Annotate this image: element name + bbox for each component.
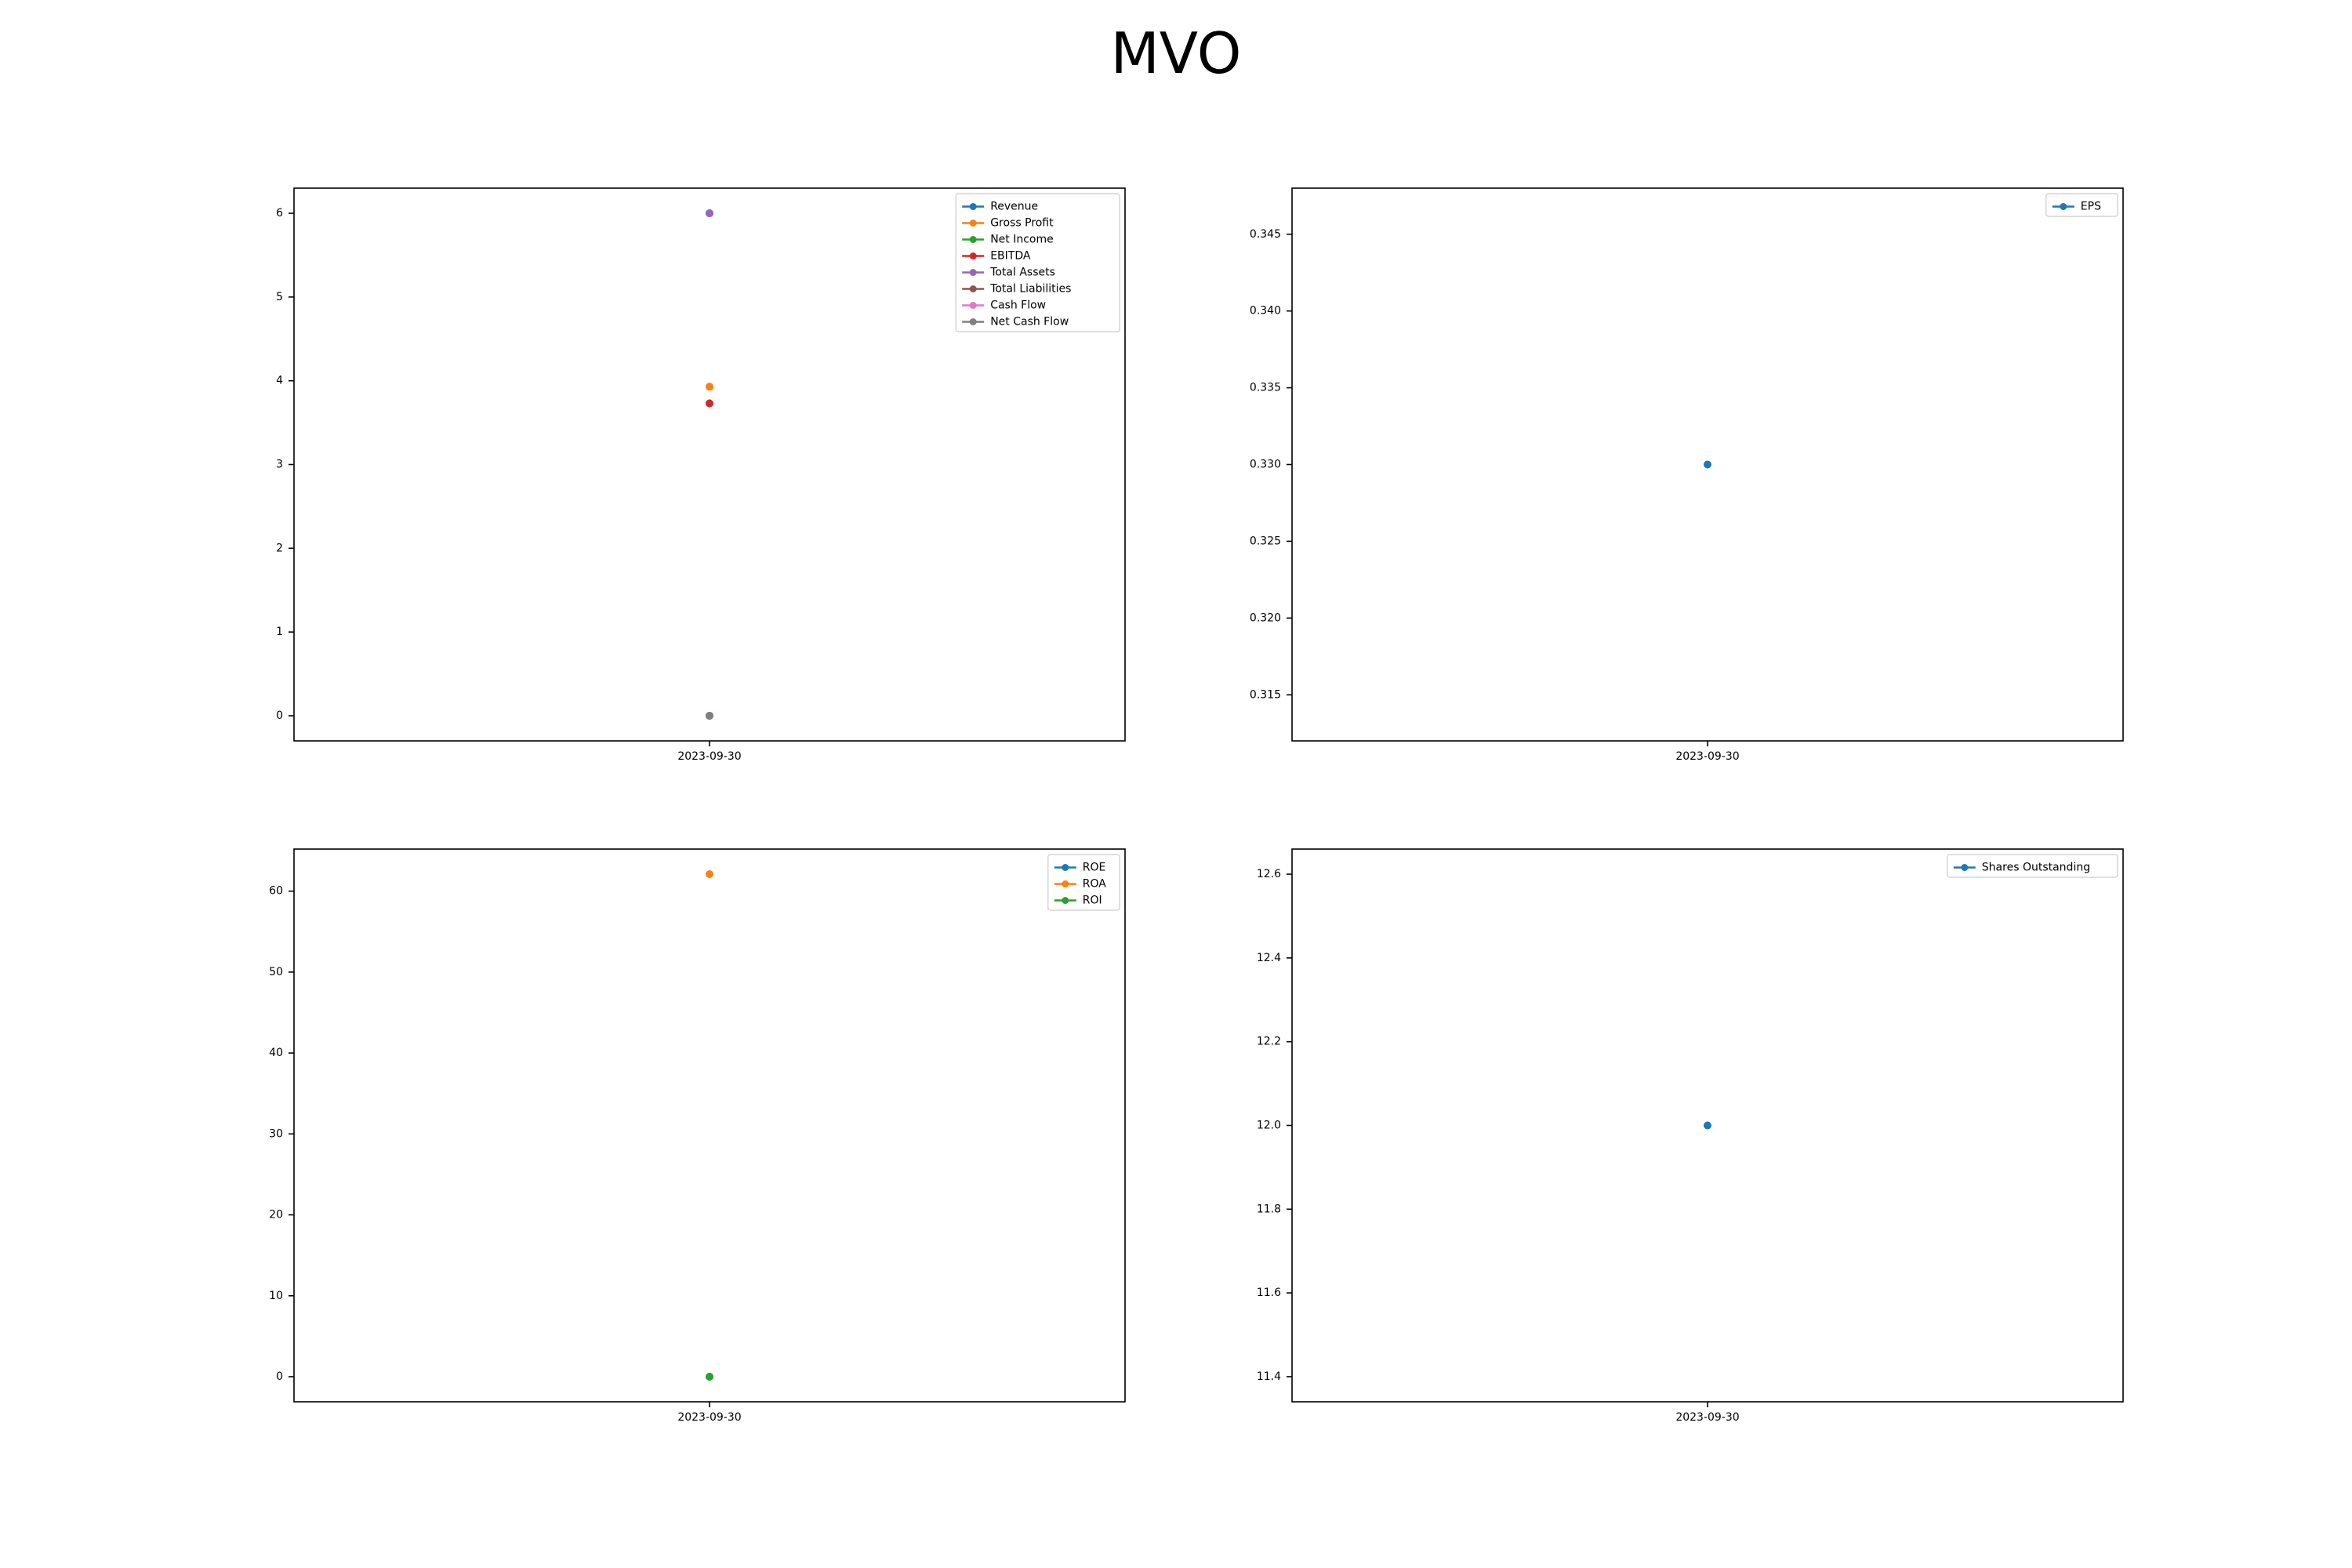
chart-panel-eps: 0.315 0.320 0.325 0.330 0.335 0.340 0.345 2023-… <box>1250 187 2124 763</box>
legend-marker-swatch <box>969 252 977 260</box>
y-tick-label: 0.335 <box>1250 382 1281 394</box>
legend: ROE ROA ROI <box>1047 854 1120 911</box>
legend-label: Total Assets <box>989 267 1055 279</box>
y-tick-label: 11.6 <box>1257 1287 1281 1299</box>
y-tick-label: 60 <box>269 885 283 898</box>
legend-item-net-cash-flow: Net Cash Flow <box>962 316 1069 328</box>
chart-panel-shares: 11.4 11.6 11.8 12.0 12.2 12.4 12.6 2023-09-30 Sh… <box>1257 848 2124 1424</box>
y-tick-label: 0.325 <box>1250 535 1281 547</box>
data-point-ebitda <box>706 399 713 408</box>
legend-label: EPS <box>2081 201 2101 213</box>
legend-box <box>2045 193 2118 217</box>
x-tick-label: 2023-09-30 <box>1675 750 1739 763</box>
y-tick-label: 0.345 <box>1250 228 1281 241</box>
legend-marker-swatch <box>969 285 977 292</box>
data-point-roi <box>706 1373 713 1381</box>
legend-label: EBITDA <box>990 250 1031 263</box>
legend-marker-swatch <box>969 269 977 276</box>
legend-marker-swatch <box>969 302 977 309</box>
legend-label: Cash Flow <box>990 299 1046 312</box>
legend-item-ebitda: EBITDA <box>962 250 1031 263</box>
x-tick-label: 2023-09-30 <box>1675 1411 1739 1424</box>
legend-label: Shares Outstanding <box>1982 862 2090 874</box>
legend-marker-swatch <box>969 318 977 325</box>
y-tick-label: 12.0 <box>1257 1120 1281 1132</box>
legend-label: Revenue <box>990 201 1038 213</box>
y-tick-label: 11.4 <box>1257 1370 1281 1383</box>
legend-marker-swatch <box>969 220 977 227</box>
legend-label: ROI <box>1083 895 1102 907</box>
legend-marker-swatch <box>1961 864 1969 871</box>
legend: Revenue Gross Profit Net Income EBITDA Total… <box>955 193 1120 332</box>
y-tick-label: 6 <box>276 207 283 220</box>
y-tick-label: 50 <box>269 966 283 978</box>
legend-item-shares-outstanding: Shares Outstanding <box>1953 862 2090 874</box>
legend-item-total-assets: Total Assets <box>962 267 1055 279</box>
data-point-eps <box>1704 460 1711 469</box>
legend-box <box>1947 854 2118 878</box>
legend-marker-swatch <box>969 203 977 210</box>
legend-label: ROE <box>1083 862 1106 874</box>
chart-panel-returns: 0 10 20 30 40 50 60 2023-09-30 ROE ROA ROI <box>269 848 1126 1424</box>
legend-item-roe: ROE <box>1054 862 1106 874</box>
y-tick-label: 11.8 <box>1257 1203 1281 1215</box>
legend-label: Net Cash Flow <box>990 316 1069 328</box>
legend-item-roa: ROA <box>1054 878 1107 891</box>
x-tick-label: 2023-09-30 <box>677 1411 741 1424</box>
axes-frame <box>293 848 1126 1403</box>
y-tick-label: 0 <box>276 1370 283 1383</box>
y-tick-label: 30 <box>269 1127 283 1140</box>
legend-item-roi: ROI <box>1054 895 1102 907</box>
data-point-roa <box>706 869 713 878</box>
y-tick-label: 12.4 <box>1257 952 1281 964</box>
legend-label: ROA <box>1083 878 1107 891</box>
y-tick-label: 2 <box>276 542 283 554</box>
legend-item-net-income: Net Income <box>962 234 1054 246</box>
figure-title: MVO <box>1110 20 1242 86</box>
y-tick-label: 5 <box>276 291 283 303</box>
y-tick-label: 12.2 <box>1257 1036 1281 1048</box>
chart-panel-financials: 0 1 2 3 4 5 6 2023-09-30 Revenue Gross Profit Net … <box>276 187 1126 763</box>
legend-item-total-liabilities: Total Liabilities <box>962 283 1071 296</box>
y-tick-label: 10 <box>269 1290 283 1302</box>
legend-item-revenue: Revenue <box>962 201 1038 213</box>
y-tick-label: 0.330 <box>1250 459 1281 471</box>
legend-item-gross-profit: Gross Profit <box>962 217 1054 230</box>
legend-marker-swatch <box>1062 880 1069 887</box>
legend-marker-swatch <box>1062 897 1069 904</box>
legend: Shares Outstanding <box>1947 854 2118 878</box>
y-tick-label: 0.340 <box>1250 305 1281 318</box>
y-tick-label: 40 <box>269 1047 283 1059</box>
y-tick-label: 1 <box>276 626 283 638</box>
y-tick-label: 12.6 <box>1257 868 1281 880</box>
y-tick-label: 0.320 <box>1250 612 1281 624</box>
y-tick-label: 0 <box>276 710 283 722</box>
legend-marker-swatch <box>1062 864 1069 871</box>
x-tick-label: 2023-09-30 <box>677 750 741 763</box>
legend-label: Gross Profit <box>990 217 1054 230</box>
data-point-shares-outstanding <box>1704 1121 1711 1130</box>
legend-label: Total Liabilities <box>989 283 1071 296</box>
y-tick-label: 4 <box>276 375 283 387</box>
y-tick-label: 20 <box>269 1209 283 1221</box>
legend: EPS <box>2045 193 2118 217</box>
data-point-gross-profit <box>706 383 713 391</box>
legend-marker-swatch <box>969 236 977 243</box>
y-tick-label: 0.315 <box>1250 688 1281 701</box>
data-point-net-cash-flow <box>706 711 713 720</box>
legend-box <box>955 193 1120 332</box>
legend-item-eps: EPS <box>2052 201 2101 213</box>
legend-item-cash-flow: Cash Flow <box>962 299 1046 312</box>
y-tick-label: 3 <box>276 459 283 471</box>
legend-marker-swatch <box>2060 203 2067 210</box>
legend-label: Net Income <box>990 234 1054 246</box>
data-point-total-assets <box>706 209 713 218</box>
